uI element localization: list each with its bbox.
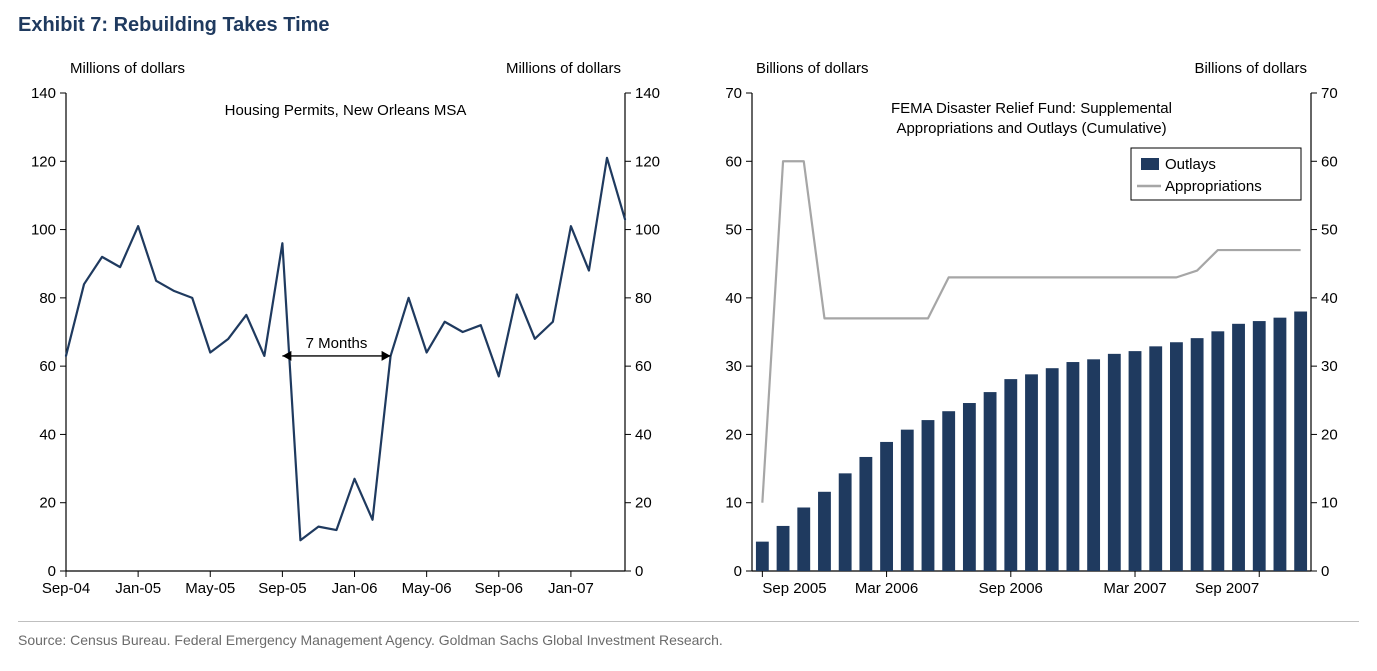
source-footer: Source: Census Bureau. Federal Emergency…: [18, 621, 1359, 648]
right-chart-title-line1: FEMA Disaster Relief Fund: Supplemental: [891, 100, 1172, 117]
outlays-bar: [776, 526, 789, 571]
outlays-bar: [1190, 338, 1203, 571]
ytick-label: 40: [39, 426, 56, 443]
xtick-label: Sep-05: [258, 580, 306, 597]
ytick-label: 100: [31, 222, 56, 239]
xtick-label: Jan-05: [115, 580, 161, 597]
outlays-bar: [755, 542, 768, 571]
ytick-label: 70: [1321, 85, 1338, 102]
ytick-label: 10: [725, 495, 742, 512]
outlays-bar: [962, 403, 975, 571]
outlays-bar: [1128, 351, 1141, 571]
left-chart-title: Housing Permits, New Orleans MSA: [225, 102, 467, 119]
charts-row: Millions of dollars Millions of dollars 0 0…: [18, 55, 1359, 615]
ytick-label: 70: [725, 85, 742, 102]
xtick-label: Jan-06: [332, 580, 378, 597]
ytick-label: 20: [635, 495, 652, 512]
ytick-label: 100: [635, 222, 660, 239]
xtick-label: Sep 2007: [1195, 580, 1259, 597]
ytick-label: 120: [31, 153, 56, 170]
right-chart-title-line2: Appropriations and Outlays (Cumulative): [896, 120, 1166, 137]
ytick-label: 60: [725, 153, 742, 170]
outlays-bar: [1232, 324, 1245, 571]
legend-label-appropriations: Appropriations: [1165, 178, 1262, 195]
legend-swatch-outlays: [1141, 158, 1159, 170]
ytick-label: 140: [635, 85, 660, 102]
xtick-label: Sep 2006: [978, 580, 1042, 597]
ytick-label: 80: [39, 290, 56, 307]
xtick-label: Sep 2005: [762, 580, 826, 597]
right-y-axis-title-left: Billions of dollars: [756, 60, 869, 77]
ytick-label: 50: [1321, 222, 1338, 239]
ytick-label: 30: [725, 358, 742, 375]
xtick-label: Sep-06: [475, 580, 523, 597]
ytick-label: 60: [1321, 153, 1338, 170]
ytick-label: 120: [635, 153, 660, 170]
ytick-label: 20: [1321, 426, 1338, 443]
annotation-arrowhead-left: [282, 351, 291, 361]
outlays-bar: [900, 430, 913, 571]
ytick-label: 0: [48, 563, 56, 580]
outlays-bar: [1149, 346, 1162, 571]
left-chart-svg: Millions of dollars Millions of dollars 0 0…: [18, 55, 673, 615]
exhibit-container: Exhibit 7: Rebuilding Takes Time Million…: [0, 0, 1377, 671]
outlays-bar: [942, 411, 955, 571]
outlays-bar: [1004, 379, 1017, 571]
outlays-bar: [921, 420, 934, 571]
outlays-bar: [838, 473, 851, 571]
outlays-bar: [1087, 359, 1100, 571]
left-y-axis-title-right: Millions of dollars: [506, 60, 621, 77]
outlays-bar: [1170, 342, 1183, 571]
outlays-bar: [797, 507, 810, 571]
outlays-bar: [1252, 321, 1265, 571]
ytick-label: 80: [635, 290, 652, 307]
xtick-label: May-06: [402, 580, 452, 597]
ytick-label: 50: [725, 222, 742, 239]
outlays-bar: [859, 457, 872, 571]
right-chart: Billions of dollars Billions of dollars 0 0…: [704, 55, 1360, 615]
outlays-bar: [1107, 354, 1120, 571]
ytick-label: 60: [635, 358, 652, 375]
ytick-label: 40: [725, 290, 742, 307]
exhibit-title: Exhibit 7: Rebuilding Takes Time: [18, 14, 1359, 37]
ytick-label: 0: [635, 563, 643, 580]
ytick-label: 0: [733, 563, 741, 580]
xtick-label: Sep-04: [42, 580, 90, 597]
left-y-axis-title-left: Millions of dollars: [70, 60, 185, 77]
ytick-label: 30: [1321, 358, 1338, 375]
outlays-bar: [818, 492, 831, 571]
outlays-bar: [1025, 374, 1038, 571]
ytick-label: 40: [1321, 290, 1338, 307]
outlays-bar: [1066, 362, 1079, 571]
ytick-label: 140: [31, 85, 56, 102]
right-y-axis-title-right: Billions of dollars: [1194, 60, 1307, 77]
xtick-label: Mar 2006: [854, 580, 917, 597]
ytick-label: 40: [635, 426, 652, 443]
ytick-label: 10: [1321, 495, 1338, 512]
legend-label-outlays: Outlays: [1165, 156, 1216, 173]
outlays-bar: [880, 442, 893, 571]
left-chart: Millions of dollars Millions of dollars 0 0…: [18, 55, 674, 615]
outlays-bar: [1273, 318, 1286, 571]
outlays-bar: [1211, 331, 1224, 571]
xtick-label: May-05: [185, 580, 235, 597]
xtick-label: Mar 2007: [1103, 580, 1166, 597]
xtick-label: Jan-07: [548, 580, 594, 597]
outlays-bar: [1045, 368, 1058, 571]
outlays-bar: [1294, 312, 1307, 571]
ytick-label: 20: [725, 426, 742, 443]
right-chart-svg: Billions of dollars Billions of dollars 0 0…: [704, 55, 1359, 615]
outlays-bar: [983, 392, 996, 571]
annotation-label: 7 Months: [306, 335, 368, 352]
ytick-label: 0: [1321, 563, 1329, 580]
ytick-label: 60: [39, 358, 56, 375]
ytick-label: 20: [39, 495, 56, 512]
